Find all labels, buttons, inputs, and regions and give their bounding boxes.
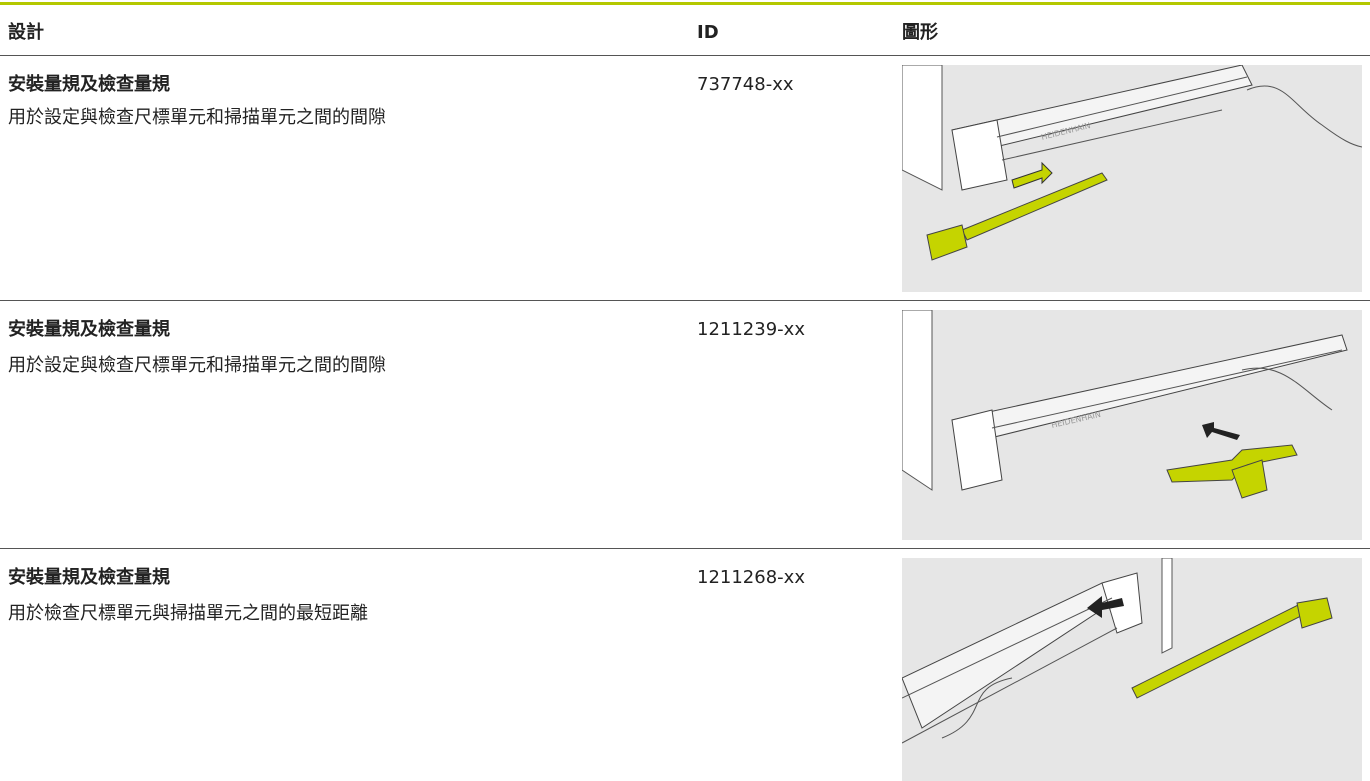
illustration: HEIDENHAIN <box>902 310 1362 540</box>
row-title: 安裝量規及檢查量規 <box>8 567 170 588</box>
header-rule <box>0 55 1370 56</box>
row-description: 用於設定與檢查尺標單元和掃描單元之間的間隙 <box>8 355 386 376</box>
row-id: 1211239-xx <box>697 319 805 340</box>
column-header: ID <box>697 22 719 43</box>
row-description: 用於檢查尺標單元與掃描單元之間的最短距離 <box>8 603 368 624</box>
row-rule <box>0 300 1370 301</box>
illustration: HEIDENHAIN <box>902 65 1362 292</box>
top-rule <box>0 2 1370 5</box>
row-description: 用於設定與檢查尺標單元和掃描單元之間的間隙 <box>8 107 386 128</box>
column-header: 設計 <box>8 22 44 43</box>
row-title: 安裝量規及檢查量規 <box>8 319 170 340</box>
row-title: 安裝量規及檢查量規 <box>8 74 170 95</box>
column-header: 圖形 <box>902 22 938 43</box>
row-id: 737748-xx <box>697 74 794 95</box>
row-rule <box>0 548 1370 549</box>
row-id: 1211268-xx <box>697 567 805 588</box>
illustration <box>902 558 1362 781</box>
